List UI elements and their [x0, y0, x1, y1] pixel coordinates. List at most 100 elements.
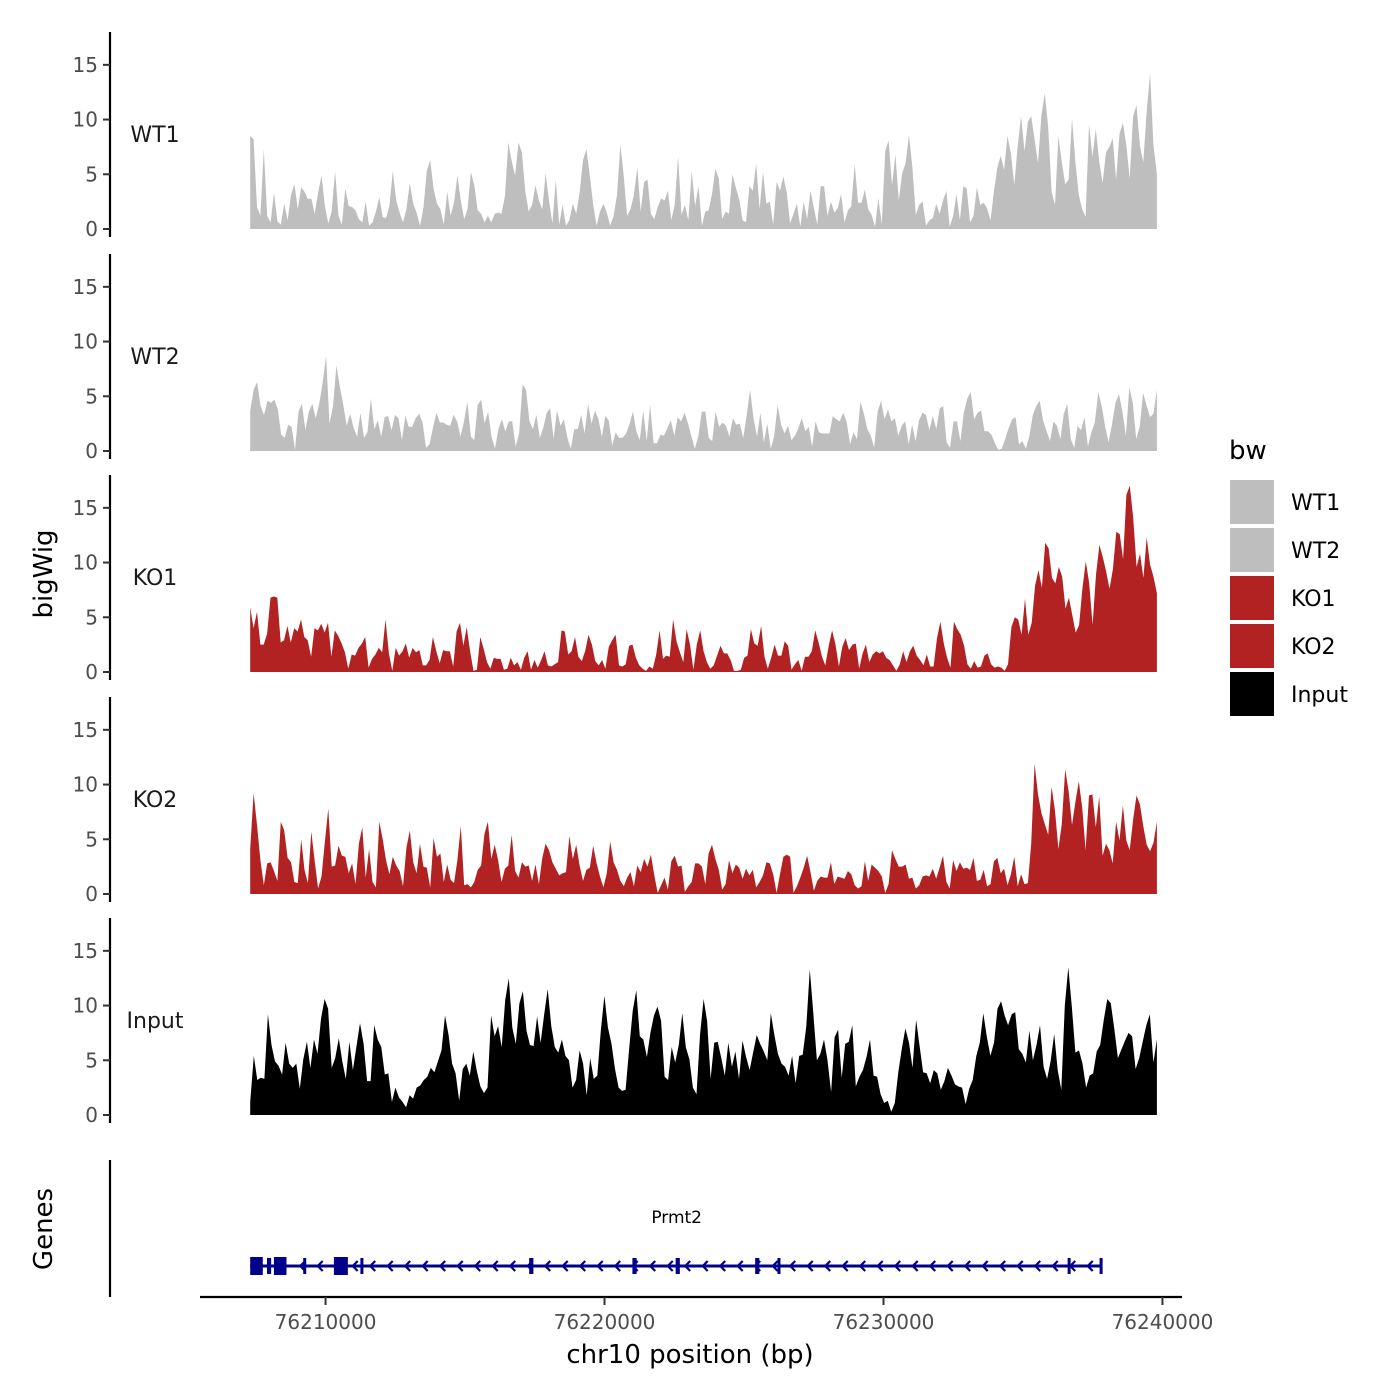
strand-arrow: [771, 1260, 779, 1272]
strand-arrow: [561, 1260, 569, 1272]
y-tick-label: 15: [73, 718, 98, 742]
strand-arrow: [858, 1260, 866, 1272]
strand-arrow: [683, 1260, 691, 1272]
track-wt2: 0 5 10 15 WT2: [73, 254, 1157, 463]
legend-label-input: Input: [1291, 683, 1348, 708]
x-tick-label: 76230000: [833, 1310, 935, 1334]
strand-arrow: [491, 1260, 499, 1272]
strand-arrow: [368, 1260, 376, 1272]
y-tick-label: 10: [73, 330, 98, 354]
area-ko2: [250, 763, 1157, 894]
y-tick-label: 0: [85, 217, 98, 241]
x-tick-label: 76240000: [1112, 1310, 1214, 1334]
strand-arrow: [351, 1260, 359, 1272]
exon: [777, 1258, 781, 1274]
x-axis-title: chr10 position (bp): [566, 1340, 813, 1370]
track-label-wt1: WT1: [130, 123, 179, 148]
strand-arrow: [613, 1260, 621, 1272]
strand-arrow: [438, 1260, 446, 1272]
track-label-wt2: WT2: [130, 345, 179, 370]
strand-arrow: [998, 1260, 1006, 1272]
legend-key-wt1: [1230, 480, 1274, 524]
area-wt1: [250, 73, 1157, 229]
area-wt2: [250, 355, 1157, 451]
y-tick-label: 0: [85, 1103, 98, 1127]
exon: [529, 1258, 534, 1274]
strand-arrow: [648, 1260, 656, 1272]
exon: [632, 1258, 637, 1274]
gene-name: Prmt2: [651, 1208, 702, 1228]
strand-arrow: [421, 1260, 429, 1272]
exon: [250, 1257, 263, 1275]
y-tick-label: 15: [73, 496, 98, 520]
exon: [755, 1258, 760, 1274]
strand-arrow: [543, 1260, 551, 1272]
track-ko1: 0 5 10 15 KO1: [73, 475, 1157, 684]
y-tick-label: 10: [73, 773, 98, 797]
strand-arrow: [911, 1260, 919, 1272]
track-label-ko2: KO2: [133, 788, 178, 813]
y-tick-label: 10: [73, 994, 98, 1018]
strand-arrow: [473, 1260, 481, 1272]
legend-key-wt2: [1230, 528, 1274, 572]
strand-arrow: [893, 1260, 901, 1272]
strand-arrow: [981, 1260, 989, 1272]
track-input: 0 5 10 15 Input: [73, 918, 1157, 1127]
strand-arrow: [876, 1260, 884, 1272]
y-tick-label: 10: [73, 108, 98, 132]
track-label-ko1: KO1: [133, 566, 178, 591]
exon: [360, 1258, 364, 1274]
exon: [303, 1258, 307, 1274]
strand-arrow: [718, 1260, 726, 1272]
x-axis: 76210000 76220000 76230000 76240000: [200, 1295, 1214, 1334]
track-label-input: Input: [127, 1009, 184, 1034]
y-tick-label: 0: [85, 439, 98, 463]
strand-arrow: [701, 1260, 709, 1272]
area-input: [250, 967, 1157, 1115]
strand-arrow: [403, 1260, 411, 1272]
track-ko2: 0 5 10 15 KO2: [73, 697, 1157, 906]
strand-arrow: [316, 1260, 324, 1272]
strand-arrow: [946, 1260, 954, 1272]
exon: [333, 1257, 348, 1275]
y-tick-label: 15: [73, 275, 98, 299]
legend: bw WT1 WT2 KO1 KO2 Input: [1229, 436, 1348, 716]
strand-arrow: [1016, 1260, 1024, 1272]
exon: [675, 1258, 680, 1274]
legend-key-ko1: [1230, 576, 1274, 620]
y-axis-title-text: bigWig: [29, 529, 59, 618]
y-tick-label: 0: [85, 660, 98, 684]
genes-axis-title-text: Genes: [29, 1188, 59, 1270]
strand-arrow: [578, 1260, 586, 1272]
strand-arrow: [736, 1260, 744, 1272]
y-axis-title: bigWig: [29, 529, 59, 618]
strand-arrow: [666, 1260, 674, 1272]
strand-arrow: [1033, 1260, 1041, 1272]
strand-arrow: [928, 1260, 936, 1272]
area-ko1: [250, 485, 1157, 672]
exon: [1067, 1258, 1071, 1274]
y-tick-label: 10: [73, 551, 98, 575]
strand-arrow: [963, 1260, 971, 1272]
legend-key-input: [1230, 672, 1274, 716]
strand-arrow: [841, 1260, 849, 1272]
strand-arrow: [1051, 1260, 1059, 1272]
legend-title: bw: [1229, 436, 1267, 466]
y-tick-label: 5: [85, 1048, 98, 1072]
y-tick-label: 0: [85, 882, 98, 906]
strand-arrow: [456, 1260, 464, 1272]
y-tick-label: 5: [85, 384, 98, 408]
track-wt1: 0 5 10 15 WT1: [73, 32, 1157, 241]
strand-arrow: [1086, 1260, 1094, 1272]
legend-label-wt1: WT1: [1291, 491, 1340, 516]
strand-arrow: [508, 1260, 516, 1272]
legend-key-ko2: [1230, 624, 1274, 668]
gene-track: Prmt2: [108, 1160, 1103, 1297]
genes-axis-title: Genes: [29, 1188, 59, 1270]
strand-arrow: [596, 1260, 604, 1272]
legend-label-wt2: WT2: [1291, 539, 1340, 564]
strand-arrow: [788, 1260, 796, 1272]
x-tick-label: 76210000: [275, 1310, 377, 1334]
signal-tracks: 0 5 10 15 WT1 0 5 10 15 WT2 0 5 10 15 KO1 0 5 10 15 KO2 0 5 10…: [73, 32, 1157, 1127]
